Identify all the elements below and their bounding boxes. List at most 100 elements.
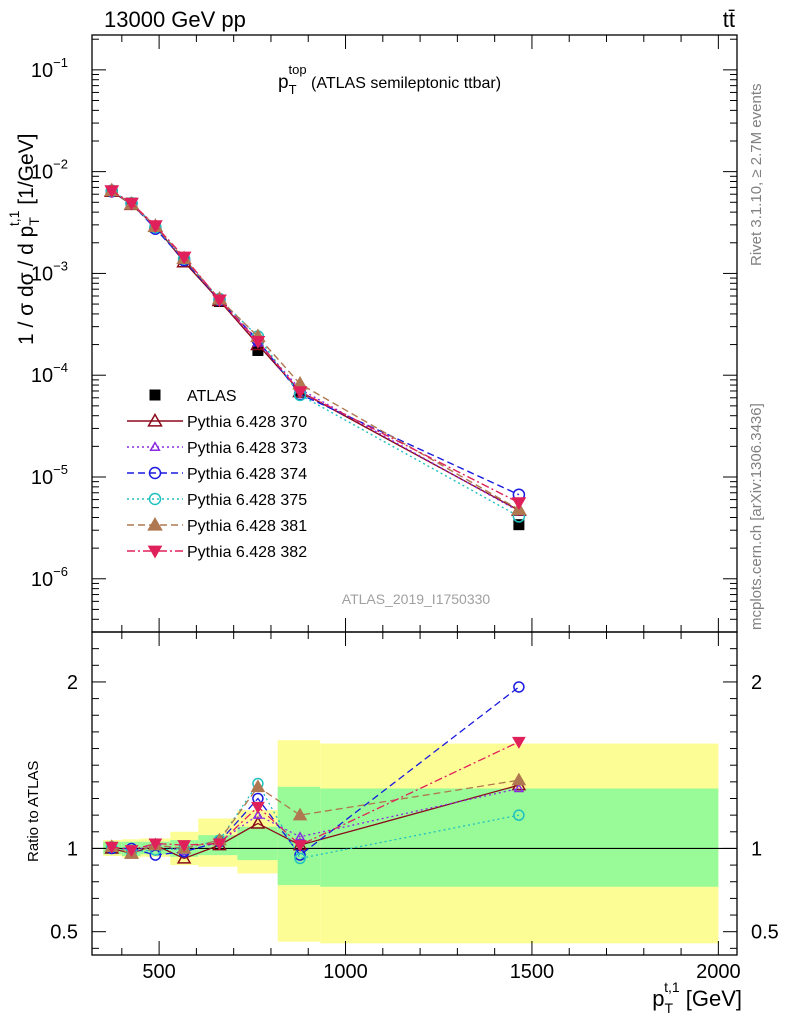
x-tick-label: 1500 (510, 961, 555, 983)
main-y-tick-label-exponent: −2 (53, 157, 68, 172)
main-y-tick-label: 10−5 (31, 462, 68, 489)
main-data-point (104, 185, 120, 199)
ratio-data-point (252, 809, 264, 819)
main-y-tick-label-exponent: −6 (53, 564, 68, 579)
ratio-series (104, 681, 527, 865)
main-data-point (148, 220, 163, 234)
ratio-series-line (111, 741, 520, 851)
legend-marker (147, 516, 163, 531)
main-series-group (105, 185, 526, 501)
x-axis-label-sup: t,1 (664, 979, 680, 995)
main-y-tick-label-exponent: −3 (53, 258, 68, 273)
plot-title-main: p (278, 72, 289, 93)
ratio-data-point (177, 840, 191, 853)
main-series-line (111, 190, 520, 504)
legend-label: Pythia 6.428 375 (187, 492, 307, 509)
main-y-tick-label-exponent: −4 (53, 360, 68, 375)
main-series-group (104, 185, 527, 511)
main-y-axis-label-sub: T (26, 217, 42, 226)
ratio-data-point (250, 779, 266, 793)
ratio-data-point (294, 831, 306, 841)
main-y-axis-label-sup: t,1 (6, 210, 22, 226)
analysis-watermark: ATLAS_2019_I1750330 (342, 591, 491, 607)
process-label: tt̄ (723, 7, 735, 32)
ratio-data-point (250, 815, 266, 829)
ratio-data-point (293, 840, 307, 853)
plot-title-sup: top (289, 62, 307, 77)
x-axis-label-main: p (652, 986, 664, 1011)
main-data-point (252, 344, 264, 356)
main-series-line (111, 190, 520, 496)
ratio-data-point (104, 841, 119, 854)
ratio-y-axis-label: Ratio to ATLAS (25, 761, 42, 862)
plot-title-sub: T (289, 82, 297, 97)
legend-entry: Pythia 6.428 375 (127, 492, 307, 509)
ratio-data-point (212, 838, 227, 851)
legend-label: Pythia 6.428 381 (187, 518, 307, 535)
legend: ATLAS Pythia 6.428 370 Pythia 6.428 373 Pyt… (127, 388, 307, 561)
ratio-y-tick-label-left: 0.5 (50, 922, 78, 944)
main-data-point (212, 294, 227, 308)
ratio-data-point (148, 838, 163, 851)
main-data-point (176, 251, 192, 265)
x-axis-label-sub: T (665, 1000, 674, 1016)
main-series-group (105, 184, 526, 523)
legend-label: Pythia 6.428 382 (187, 544, 307, 561)
x-tick-label: 1000 (323, 961, 368, 983)
main-y-tick-label: 10−6 (31, 564, 68, 591)
main-y-tick-label-mantissa: 10 (31, 467, 53, 489)
ratio-data-point (251, 801, 265, 814)
main-data-point (511, 497, 527, 511)
legend-entry: Pythia 6.428 381 (127, 516, 307, 535)
main-plot-frame (91, 34, 738, 633)
energy-label: 13000 GeV pp (104, 7, 246, 32)
main-series-group (103, 183, 527, 516)
main-series-line (111, 190, 520, 511)
legend-entry: ATLAS (149, 388, 237, 405)
main-y-tick-label-mantissa: 10 (31, 162, 53, 184)
rivet-version-label: Rivet 3.1.10, ≥ 2.7M events (748, 84, 765, 267)
main-y-tick-label: 10−4 (31, 360, 68, 387)
main-y-axis-label: 1 / σ dσ / d pTt,1 [1/GeV] (6, 133, 42, 345)
ratio-data-point (176, 850, 192, 864)
legend-entry: Pythia 6.428 382 (127, 544, 307, 561)
main-series-line (111, 190, 520, 511)
main-series-group (103, 182, 527, 516)
axes: 10−610−510−410−310−210−1500 1000 1500 20000… (31, 34, 779, 983)
main-y-tick-label-mantissa: 10 (31, 263, 53, 285)
legend-marker (149, 389, 161, 401)
ratio-data-point (511, 772, 527, 786)
main-y-axis-label-pre: 1 / σ dσ / d p (15, 226, 38, 345)
main-y-tick-label-exponent: −1 (53, 55, 68, 70)
x-tick-label: 500 (142, 961, 175, 983)
legend-marker (148, 466, 162, 480)
ratio-band-inner (237, 826, 278, 861)
legend-label: Pythia 6.428 374 (187, 466, 307, 483)
main-data-point (250, 335, 266, 349)
legend-entry: Pythia 6.428 370 (127, 412, 307, 431)
main-y-tick-label: 10−3 (31, 258, 68, 285)
main-series-group (106, 184, 525, 516)
x-tick-label: 2000 (696, 961, 741, 983)
main-y-tick-label-mantissa: 10 (31, 569, 53, 591)
legend-label: Pythia 6.428 370 (187, 414, 307, 431)
main-y-tick-label: 10−1 (31, 55, 68, 82)
ratio-y-tick-label-right: 2 (751, 672, 762, 694)
ratio-data-point (512, 736, 526, 749)
ratio-y-tick-label-left: 1 (67, 838, 78, 860)
legend-label: Pythia 6.428 373 (187, 440, 307, 457)
main-series (103, 182, 527, 531)
legend-marker (148, 492, 162, 506)
ratio-data-point (292, 807, 308, 821)
ratio-y-tick-label-right: 1 (751, 838, 762, 860)
main-y-tick-label-exponent: −5 (53, 462, 68, 477)
plot-title-rest: (ATLAS semileptonic ttbar) (307, 75, 501, 92)
ratio-plot-frame (91, 631, 738, 956)
main-data-point (513, 519, 525, 531)
main-y-tick-label: 10−2 (31, 157, 68, 184)
ratio-data-point (513, 681, 525, 693)
ratio-data-point (513, 782, 525, 793)
ratio-data-point (124, 845, 139, 858)
ratio-band-inner (320, 788, 719, 887)
